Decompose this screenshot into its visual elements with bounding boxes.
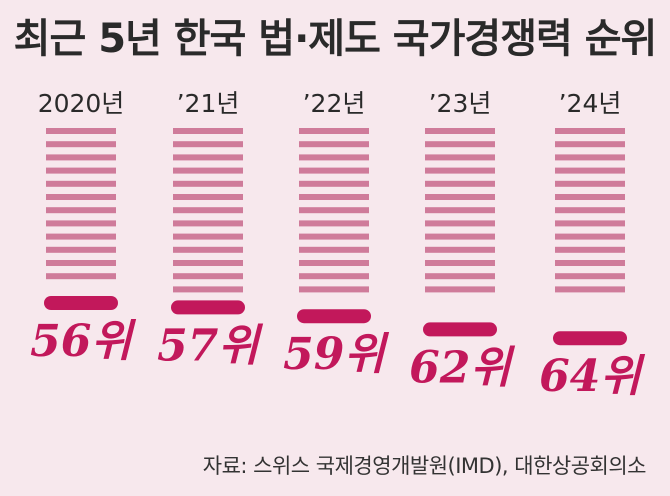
rank-column: ’23년 62위 bbox=[409, 89, 515, 393]
stripe bbox=[46, 233, 116, 240]
source-note: 자료: 스위스 국제경영개발원(IMD), 대한상공회의소 bbox=[202, 454, 647, 478]
stripe bbox=[173, 194, 243, 200]
rank-marker bbox=[553, 331, 627, 346]
rank-column: ’24년 64위 bbox=[539, 89, 645, 402]
stripe bbox=[299, 207, 369, 214]
rank-column: ’22년 59위 bbox=[283, 89, 389, 380]
stripe bbox=[555, 286, 625, 293]
stripe bbox=[299, 154, 369, 161]
rank-column: ’21년 57위 bbox=[157, 89, 263, 371]
stripe bbox=[425, 180, 495, 187]
stripe bbox=[299, 273, 369, 280]
stripe bbox=[555, 141, 625, 148]
stripe bbox=[555, 128, 625, 134]
stripe bbox=[173, 180, 243, 187]
stripe bbox=[46, 180, 116, 187]
rank-marker bbox=[423, 322, 497, 337]
stripe bbox=[46, 246, 116, 253]
stripe bbox=[299, 233, 369, 240]
stripe bbox=[46, 273, 116, 280]
stripe bbox=[173, 154, 243, 161]
rank-label: 56위 bbox=[30, 316, 136, 367]
stripe bbox=[555, 167, 625, 174]
stripe bbox=[46, 141, 116, 148]
stripe bbox=[173, 167, 243, 174]
rank-label: 62위 bbox=[409, 342, 515, 393]
stripe bbox=[173, 207, 243, 214]
stripe bbox=[425, 154, 495, 161]
stripe bbox=[425, 246, 495, 253]
stripe bbox=[299, 128, 369, 134]
stripe bbox=[555, 233, 625, 240]
stripe bbox=[425, 141, 495, 148]
stripe bbox=[555, 194, 625, 200]
stripe bbox=[173, 141, 243, 148]
stripe bbox=[46, 220, 116, 227]
year-label: ’24년 bbox=[559, 89, 622, 118]
rank-marker bbox=[297, 309, 371, 324]
stripe bbox=[425, 233, 495, 240]
stripe bbox=[299, 194, 369, 200]
stripe bbox=[425, 167, 495, 174]
stripe bbox=[299, 220, 369, 227]
stripe bbox=[46, 260, 116, 266]
stripe bbox=[173, 246, 243, 253]
stripe bbox=[299, 167, 369, 174]
stripe bbox=[555, 260, 625, 266]
year-label: ’22년 bbox=[303, 89, 366, 118]
stripe bbox=[173, 273, 243, 280]
rank-marker bbox=[171, 300, 245, 315]
rank-label: 57위 bbox=[157, 320, 263, 371]
stripe bbox=[173, 128, 243, 134]
stripe bbox=[555, 273, 625, 280]
stripe bbox=[425, 194, 495, 200]
stripe bbox=[555, 180, 625, 187]
stripe bbox=[173, 220, 243, 227]
year-label: ’21년 bbox=[177, 89, 240, 118]
stripe bbox=[173, 233, 243, 240]
stripe bbox=[425, 220, 495, 227]
stripe bbox=[425, 128, 495, 134]
stripe bbox=[299, 246, 369, 253]
rank-label: 59위 bbox=[283, 329, 389, 380]
stripe bbox=[46, 128, 116, 134]
stripe bbox=[46, 167, 116, 174]
stripe bbox=[299, 141, 369, 148]
stripe bbox=[425, 286, 495, 293]
rank-label: 64위 bbox=[539, 351, 645, 402]
stripe bbox=[555, 220, 625, 227]
stripe bbox=[173, 260, 243, 266]
stripe bbox=[425, 207, 495, 214]
stripe bbox=[555, 154, 625, 161]
stripe bbox=[425, 273, 495, 280]
stripe bbox=[425, 260, 495, 266]
year-label: 2020년 bbox=[38, 89, 125, 118]
stripe bbox=[173, 286, 243, 293]
stripe bbox=[46, 207, 116, 214]
chart-title: 최근 5년 한국 법·제도 국가경쟁력 순위 bbox=[13, 16, 658, 62]
stripe bbox=[299, 286, 369, 293]
rank-column: 2020년 56위 bbox=[30, 89, 136, 367]
stripe bbox=[555, 246, 625, 253]
stripe bbox=[555, 207, 625, 214]
stripe bbox=[299, 180, 369, 187]
stripe bbox=[46, 194, 116, 200]
stripe bbox=[46, 154, 116, 161]
rank-marker bbox=[44, 296, 118, 310]
year-label: ’23년 bbox=[429, 89, 492, 118]
stripe bbox=[299, 260, 369, 266]
